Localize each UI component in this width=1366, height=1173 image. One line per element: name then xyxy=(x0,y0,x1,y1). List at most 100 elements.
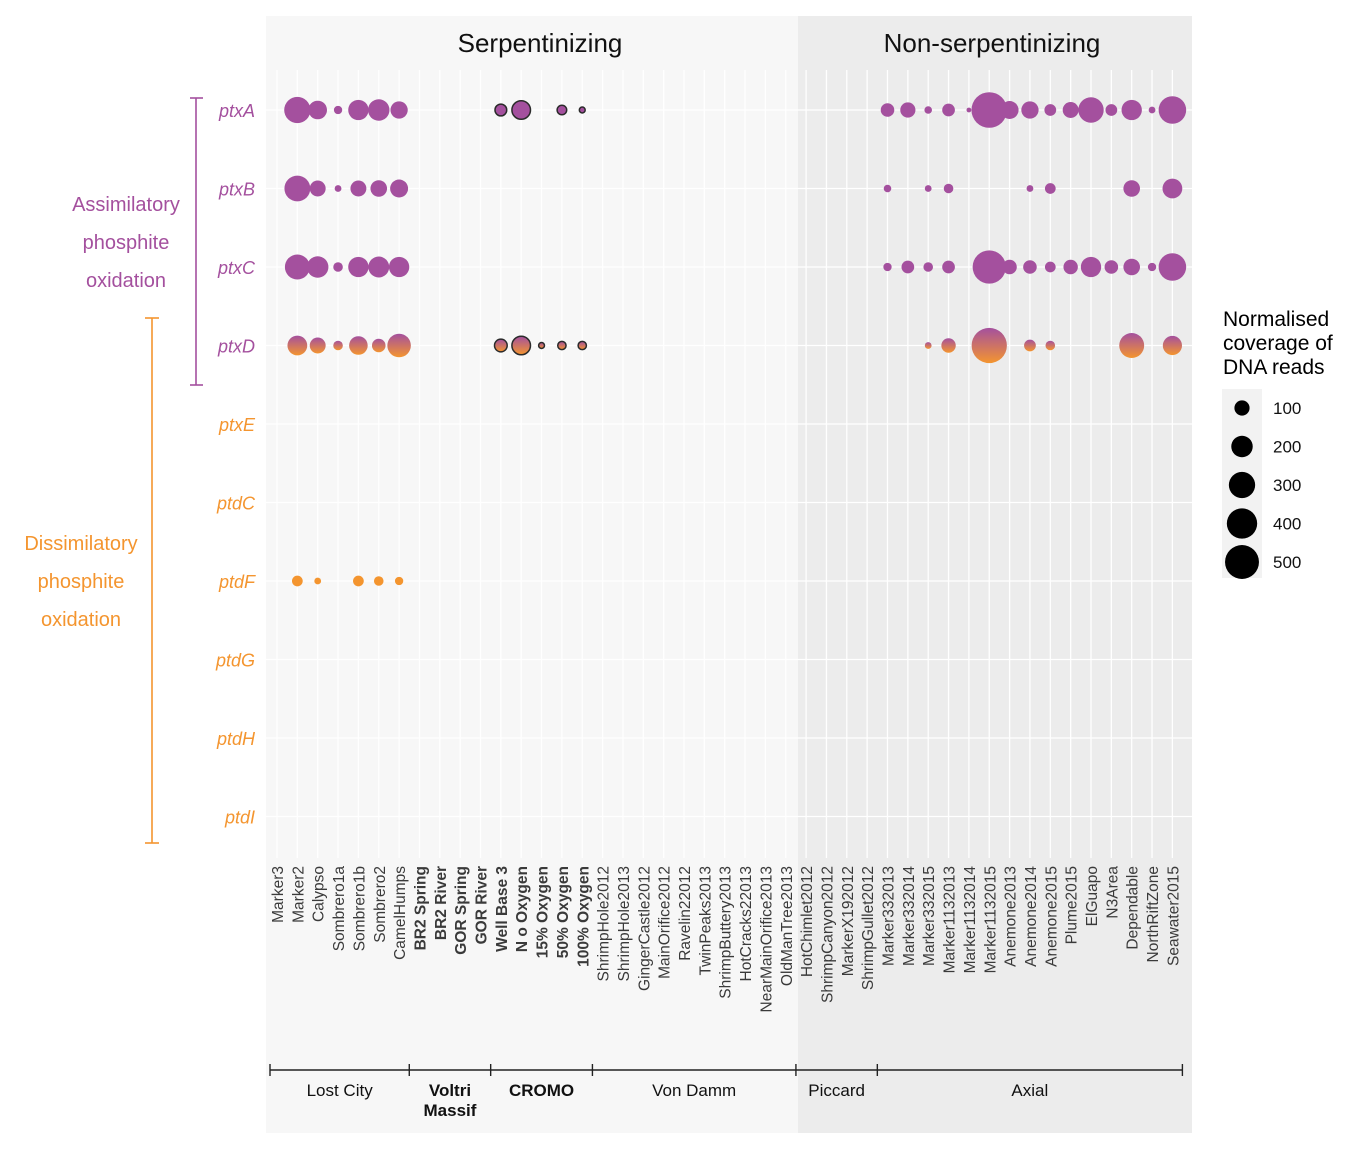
non-serpentinizing-panel xyxy=(798,16,1192,1133)
data-point-ptxA xyxy=(1078,97,1104,123)
legend-size-dot xyxy=(1225,545,1259,579)
sample-label: N3Area xyxy=(1104,866,1121,919)
gene-label: ptxD xyxy=(217,337,255,357)
data-point-ptxC xyxy=(388,256,410,278)
site-label: Axial xyxy=(1011,1081,1048,1100)
non-serpentinizing-header: Non-serpentinizing xyxy=(884,28,1101,58)
data-point-ptxA xyxy=(942,103,955,117)
data-point-ptxA xyxy=(1148,106,1156,114)
data-point-ptxB xyxy=(350,180,367,197)
sample-label: BR2 Spring xyxy=(412,866,429,950)
sample-label: Dependable xyxy=(1125,866,1142,950)
gene-labels: ptxA ptxB ptxC ptxD ptxE ptdC ptdF ptdG ptdH ptdI xyxy=(215,101,256,828)
sample-label: MainOrifice2012 xyxy=(657,866,674,979)
data-point-ptxC xyxy=(1123,258,1141,276)
sample-label: Marker332015 xyxy=(921,866,938,966)
data-point-ptxA xyxy=(966,107,972,113)
sample-labels: Marker3 Marker2 Calypso Sombrero1a Sombrero1… xyxy=(270,866,1182,1013)
data-point-ptdF xyxy=(373,576,384,586)
data-point-ptxD xyxy=(537,341,546,350)
data-point-ptxC xyxy=(1080,256,1102,278)
data-point-ptxC xyxy=(972,250,1006,284)
data-point-ptdF xyxy=(314,577,322,585)
dissimilatory-line-2: phosphite xyxy=(38,571,125,593)
data-point-ptxA xyxy=(284,96,311,124)
sample-label: ShrimpHole2012 xyxy=(596,866,613,981)
dissimilatory-category-label: Dissimilatory phosphite oxidation xyxy=(24,533,137,631)
site-label: Massif xyxy=(424,1101,477,1120)
data-point-ptxA xyxy=(390,101,408,119)
sample-label: 100% Oxygen xyxy=(575,866,592,967)
data-point-ptxD xyxy=(556,340,567,351)
data-point-ptxA xyxy=(511,99,532,121)
data-point-ptxB xyxy=(1044,183,1056,194)
data-point-ptxB xyxy=(334,185,342,192)
legend-keys: 100 200 300 400 500 xyxy=(1225,399,1301,579)
assimilatory-line-1: Assimilatory xyxy=(72,194,180,216)
serpentinizing-header: Serpentinizing xyxy=(458,28,623,58)
sample-label: Ravelin22012 xyxy=(677,866,694,961)
data-points xyxy=(284,92,1187,587)
data-point-ptxA xyxy=(348,99,369,121)
data-point-ptxB xyxy=(1026,185,1034,192)
sample-label: CamelHumps xyxy=(392,866,409,960)
data-point-ptxD xyxy=(924,342,932,349)
legend-title-line-1: Normalised xyxy=(1223,308,1329,331)
data-point-ptxC xyxy=(1147,262,1157,272)
data-point-ptdF xyxy=(353,575,364,587)
gene-label: ptxB xyxy=(218,180,255,200)
data-point-ptxA xyxy=(1021,101,1039,119)
sample-label: ShrimpGullet2012 xyxy=(860,866,877,990)
gene-label: ptdH xyxy=(216,729,256,749)
data-point-ptdF xyxy=(394,576,404,586)
data-point-ptxC xyxy=(1158,253,1187,281)
legend-size-dot xyxy=(1228,471,1256,499)
data-point-ptxD xyxy=(493,338,508,353)
data-point-ptxD xyxy=(577,340,588,351)
legend-size-label: 400 xyxy=(1273,515,1301,534)
gene-label: ptdG xyxy=(215,651,255,671)
sample-label: 50% Oxygen xyxy=(555,866,572,958)
sample-label: BR2 River xyxy=(433,866,450,940)
data-point-ptxD xyxy=(1162,335,1182,356)
data-point-ptxD xyxy=(971,327,1007,364)
sample-label: 15% Oxygen xyxy=(535,866,552,958)
gene-label: ptdF xyxy=(218,572,256,592)
sample-label: Marker332014 xyxy=(901,866,918,966)
data-point-ptxA xyxy=(494,103,508,117)
sample-label: Sombrero1b xyxy=(351,866,368,951)
sample-label: Marker1132015 xyxy=(982,866,999,973)
gene-label: ptxC xyxy=(217,258,256,278)
sample-label: Marker3 xyxy=(270,866,287,923)
legend-title-line-3: DNA reads xyxy=(1223,356,1325,379)
legend-size-label: 500 xyxy=(1273,553,1301,572)
data-point-ptxA xyxy=(578,106,586,114)
data-point-ptxD xyxy=(387,333,411,358)
data-point-ptxB xyxy=(1162,178,1183,199)
sample-label: Plume2015 xyxy=(1064,866,1081,944)
data-point-ptxA xyxy=(368,99,390,121)
data-point-ptxA xyxy=(900,102,916,118)
sample-label: Marker1132014 xyxy=(962,866,979,974)
data-point-ptxD xyxy=(1024,339,1036,352)
site-label: Piccard xyxy=(808,1081,865,1100)
sample-label: Calypso xyxy=(311,866,328,922)
legend-size-label: 300 xyxy=(1273,476,1301,495)
site-label: CROMO xyxy=(509,1081,574,1100)
sample-label: Anemone2013 xyxy=(1003,866,1020,967)
data-point-ptxB xyxy=(1123,180,1141,197)
sample-label: GOR River xyxy=(474,866,491,944)
assimilatory-category-label: Assimilatory phosphite oxidation xyxy=(72,194,180,292)
data-point-ptxC xyxy=(942,260,955,274)
data-point-ptxA xyxy=(1105,104,1118,116)
sample-label: Marker2 xyxy=(290,866,307,923)
sample-label: Marker1132013 xyxy=(942,866,959,973)
data-point-ptxA xyxy=(1062,102,1079,118)
legend-size-dot xyxy=(1234,400,1250,416)
sample-label: NearMainOrifice2013 xyxy=(758,866,775,1012)
data-point-ptxA xyxy=(308,100,328,120)
sample-label: Sombrero1a xyxy=(331,866,348,952)
sample-label: Sombrero2 xyxy=(372,866,389,943)
